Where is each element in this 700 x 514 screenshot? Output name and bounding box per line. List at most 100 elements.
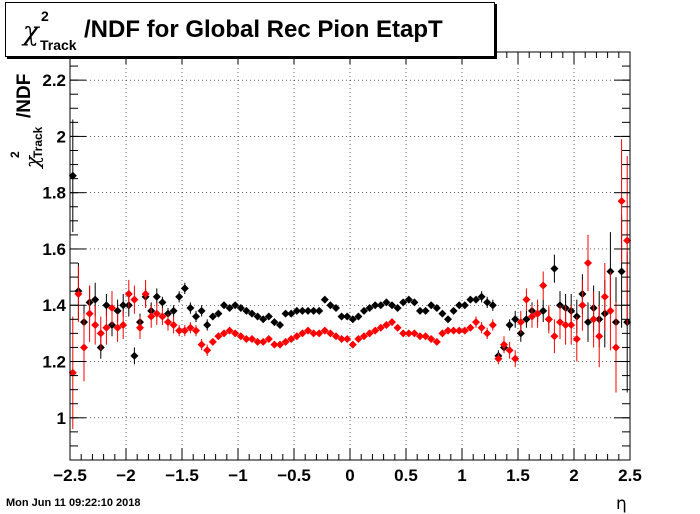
data-point (332, 332, 340, 341)
data-point (320, 295, 329, 304)
data-point (449, 326, 458, 335)
data-point (449, 306, 458, 315)
data-point (365, 329, 374, 338)
data-point (365, 304, 374, 313)
data-point (270, 318, 279, 327)
data-point (505, 346, 514, 355)
data-point (91, 320, 100, 329)
data-point (186, 304, 195, 313)
data-point (337, 335, 346, 344)
data-point (360, 306, 368, 315)
data-point (488, 301, 497, 310)
data-point (444, 326, 452, 335)
x-tick-label: −2 (116, 466, 135, 485)
data-point (96, 329, 105, 338)
data-point (404, 295, 413, 304)
data-point (343, 335, 352, 344)
data-point (460, 301, 469, 310)
data-point (567, 320, 576, 329)
data-point (511, 354, 520, 363)
y-tick-label: 1 (57, 409, 66, 428)
data-point (550, 332, 559, 341)
y-label-main: /NDF (14, 73, 35, 118)
data-point (343, 312, 352, 321)
data-point (315, 329, 324, 338)
data-point (511, 315, 520, 324)
data-point (203, 320, 212, 329)
data-point (231, 329, 240, 338)
data-point (421, 306, 430, 315)
data-point (248, 309, 256, 318)
x-tick-label: −0.5 (277, 466, 311, 485)
timestamp: Mon Jun 11 09:22:10 2018 (6, 497, 141, 509)
data-point (304, 306, 312, 315)
data-point (348, 315, 357, 324)
data-point (466, 323, 475, 332)
data-point (438, 309, 447, 318)
data-point (371, 301, 380, 310)
data-point (231, 301, 240, 310)
data-point (169, 320, 178, 329)
data-point (348, 340, 357, 349)
data-point (102, 323, 111, 332)
data-point (522, 295, 531, 304)
data-point (600, 292, 609, 301)
data-point (528, 312, 536, 321)
data-point (550, 264, 559, 273)
data-point (326, 329, 335, 338)
data-point (236, 332, 245, 341)
y-label-subscript: Track (31, 126, 45, 158)
data-point (281, 309, 290, 318)
data-point (522, 315, 531, 324)
data-point (388, 318, 396, 327)
data-point (561, 320, 570, 329)
data-point (477, 323, 486, 332)
y-tick-label: 1.8 (42, 184, 66, 203)
data-point (298, 329, 307, 338)
data-point (208, 337, 217, 346)
data-point (164, 318, 172, 327)
data-point (578, 301, 587, 310)
x-tick-label: −1.5 (165, 466, 199, 485)
data-point (225, 304, 234, 313)
data-point (617, 197, 626, 206)
data-point (180, 284, 189, 293)
data-point (326, 301, 335, 310)
data-point (259, 315, 268, 324)
data-point (393, 323, 402, 332)
x-tick-label: 2.5 (618, 466, 642, 485)
chart-title: /NDF for Global Rec Pion EtapT (84, 16, 443, 43)
grid-lines (70, 52, 630, 460)
data-point (460, 326, 469, 335)
data-point (236, 304, 245, 313)
data-point (544, 315, 553, 324)
data-point (309, 329, 318, 338)
data-point (388, 301, 396, 310)
data-point (175, 292, 184, 301)
data-point (309, 306, 318, 315)
data-point (539, 306, 548, 315)
data-point (505, 320, 514, 329)
data-point (427, 301, 436, 310)
axes: −2.5 −2 −1.5 −1 −0.5 0 0.5 1 1.5 2 2.5 1 1.2 1.4 1.6 1.… (42, 51, 642, 485)
data-point (623, 236, 632, 245)
data-point (292, 306, 301, 315)
data-point (455, 326, 464, 335)
data-point (494, 354, 503, 363)
data-point (253, 312, 262, 321)
y-tick-label: 2.2 (42, 71, 66, 90)
data-point (270, 340, 279, 349)
data-point (158, 312, 167, 321)
x-tick-label: 0 (345, 466, 354, 485)
y-tick-label: 1.2 (42, 353, 66, 372)
y-label-superscript: 2 (8, 151, 22, 158)
data-point (337, 312, 346, 321)
data-point (332, 304, 340, 313)
data-point (287, 335, 296, 344)
data-point (399, 298, 408, 307)
data-point (102, 301, 111, 310)
data-point (472, 318, 480, 327)
data-point (169, 306, 178, 315)
x-tick-label: −2.5 (53, 466, 87, 485)
data-point (354, 312, 363, 321)
